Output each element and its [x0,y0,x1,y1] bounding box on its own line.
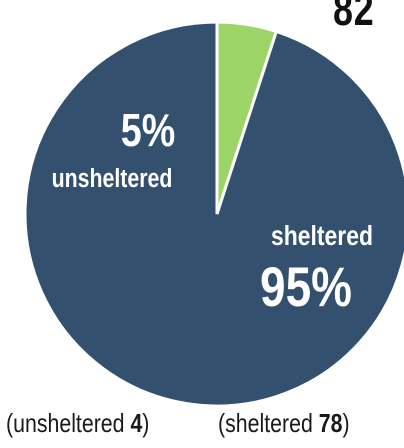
footer-unsheltered-prefix: (unsheltered [6,408,131,438]
footer-sheltered-count: 78 [318,408,343,438]
pie-slice-sheltered [23,20,404,408]
footer-sheltered: (sheltered 78) [218,408,350,448]
footer-unsheltered-suffix: ) [142,408,150,438]
sheltered-name-label: sheltered [271,221,373,252]
total-count: 82 [333,0,375,35]
footer-sheltered-suffix: ) [342,408,350,438]
unsheltered-percent-label: 5% [121,104,176,155]
footer-unsheltered-count: 4 [130,408,143,438]
sheltered-percent-label: 95% [260,256,352,318]
unsheltered-name-label: unsheltered [52,164,173,194]
footer-sheltered-prefix: (sheltered [218,408,319,438]
footer-unsheltered: (unsheltered 4) [6,408,149,448]
